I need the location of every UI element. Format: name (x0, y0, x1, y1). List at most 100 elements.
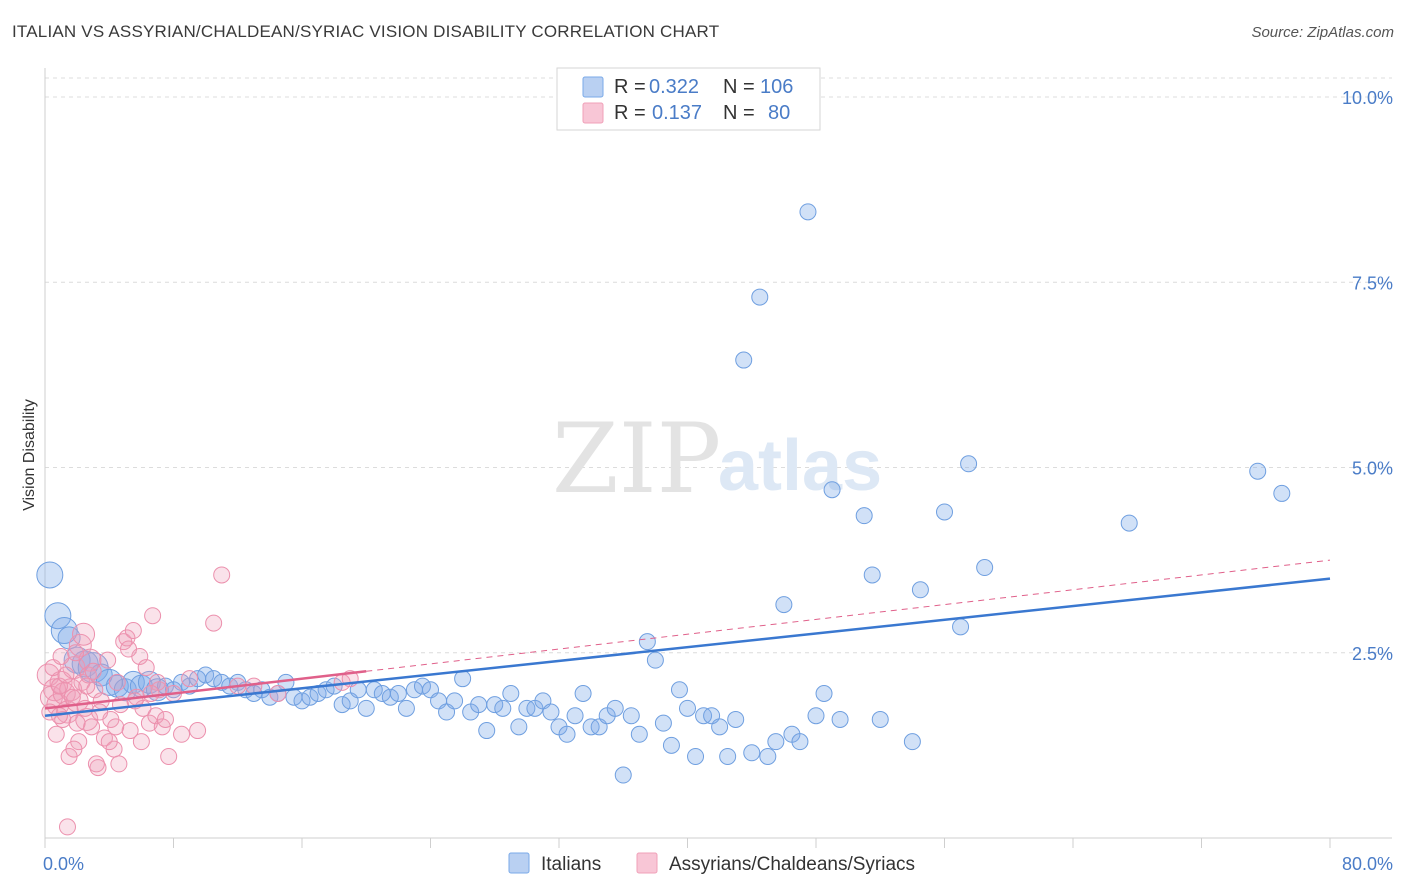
italian-point (293, 692, 311, 710)
italian-point (687, 747, 705, 765)
italian-point (389, 685, 407, 703)
assyrian-point (58, 818, 76, 836)
assyrian-point (148, 673, 166, 691)
bottom-legend-label-assyrians: Assyrians/Chaldeans/Syriacs (669, 854, 915, 875)
assyrian-point (67, 644, 85, 662)
italian-point (630, 725, 648, 743)
italian-point (775, 596, 793, 614)
assyrian-trend-extension (366, 559, 1331, 672)
assyrian-point (181, 670, 199, 688)
italian-point (855, 507, 873, 525)
assyrian-point (57, 666, 75, 684)
assyrian-point (63, 688, 81, 706)
italian-point (911, 581, 929, 599)
italian-point (727, 710, 745, 728)
bottom-legend-label-italians: Italians (541, 854, 601, 875)
assyrian-point (120, 640, 138, 658)
italian-point (57, 626, 81, 650)
assyrian-point (68, 714, 86, 732)
assyrian-point (124, 622, 142, 640)
italian-point (510, 718, 528, 736)
italian-point (622, 707, 640, 725)
italian-point (831, 710, 849, 728)
assyrian-point (100, 733, 118, 751)
italian-point (670, 681, 688, 699)
legend-r-label-italians: R = (614, 76, 646, 98)
y-tick-label: 5.0% (1352, 459, 1393, 479)
trend-layer (44, 559, 1331, 717)
italian-point (679, 699, 696, 717)
assyrian-point (87, 755, 105, 773)
assyrian-point (50, 677, 68, 695)
axis-layer: 2.5% 5.0% 7.5% 10.0% 0.0% 80.0% (43, 68, 1393, 874)
assyrian-point (189, 722, 207, 740)
assyrian-point (91, 703, 109, 721)
italian-point (574, 685, 592, 703)
legend-swatch-assyrians (582, 102, 604, 124)
italian-point (952, 618, 970, 636)
y-axis-label: Vision Disability (21, 399, 38, 511)
legend-swatch-italians (582, 76, 604, 98)
x-tick-label: 80.0% (1342, 854, 1393, 874)
italian-point (397, 699, 415, 717)
assyrian-point (269, 685, 287, 703)
italian-point (638, 633, 656, 651)
italian-point (654, 714, 672, 732)
y-tick-label: 10.0% (1342, 88, 1393, 108)
assyrian-point (65, 740, 83, 758)
italian-point (205, 670, 223, 688)
watermark-zip: ZIP (552, 403, 721, 515)
italian-point (936, 503, 953, 521)
assyrian-point (99, 651, 117, 669)
assyrian-point (68, 633, 92, 657)
italian-point (566, 707, 584, 725)
italian-point (558, 725, 576, 743)
italian-point (1249, 462, 1267, 480)
y-tick-label: 7.5% (1352, 273, 1393, 293)
assyrian-point (142, 685, 160, 703)
assyrian-point (144, 607, 162, 625)
italian-point (735, 351, 753, 369)
italian-point (413, 677, 431, 695)
italian-point (711, 718, 729, 736)
assyrian-point (205, 614, 223, 632)
assyrian-trend-line (44, 670, 367, 710)
assyrian-point (108, 673, 126, 691)
italian-point (960, 455, 978, 473)
legend-n-label-assyrians: N = (723, 102, 755, 124)
grid-layer (45, 77, 1392, 654)
assyrian-point (52, 647, 70, 665)
assyrian-point (173, 725, 191, 743)
watermark: ZIP atlas (552, 403, 882, 515)
italian-point (815, 685, 833, 703)
italian-point (863, 566, 881, 584)
assyrian-point (147, 707, 165, 725)
italian-trend-line (44, 577, 1331, 717)
italian-point (357, 699, 375, 717)
assyrian-point (84, 662, 102, 680)
italian-point (662, 736, 680, 754)
italian-point (646, 651, 664, 669)
italian-point (542, 703, 560, 721)
italian-point (614, 766, 632, 784)
assyrian-point (47, 725, 65, 743)
bottom-legend-swatch-assyrians (636, 852, 658, 874)
bottom-legend-swatch-italians (508, 852, 530, 874)
italian-point (799, 203, 817, 221)
italian-point (807, 707, 825, 725)
chart-source: Source: ZipAtlas.com (1251, 24, 1394, 41)
top-legend: R = 0.322 N = 106 R = 0.137 N = 80 (556, 67, 821, 131)
assyrian-point (110, 755, 128, 773)
legend-r-label-assyrians: R = (614, 102, 646, 124)
italian-point (478, 722, 496, 740)
italian-point (871, 710, 889, 728)
assyrian-point (160, 747, 178, 765)
bottom-legend: Italians Assyrians/Chaldeans/Syriacs (508, 852, 915, 875)
assyrian-point (156, 710, 174, 728)
italian-point (333, 696, 351, 714)
italian-point (823, 481, 841, 499)
italian-point (606, 699, 624, 717)
legend-r-value-assyrians: 0.137 (652, 102, 702, 124)
italian-point (976, 559, 994, 577)
italian-point (751, 288, 769, 306)
